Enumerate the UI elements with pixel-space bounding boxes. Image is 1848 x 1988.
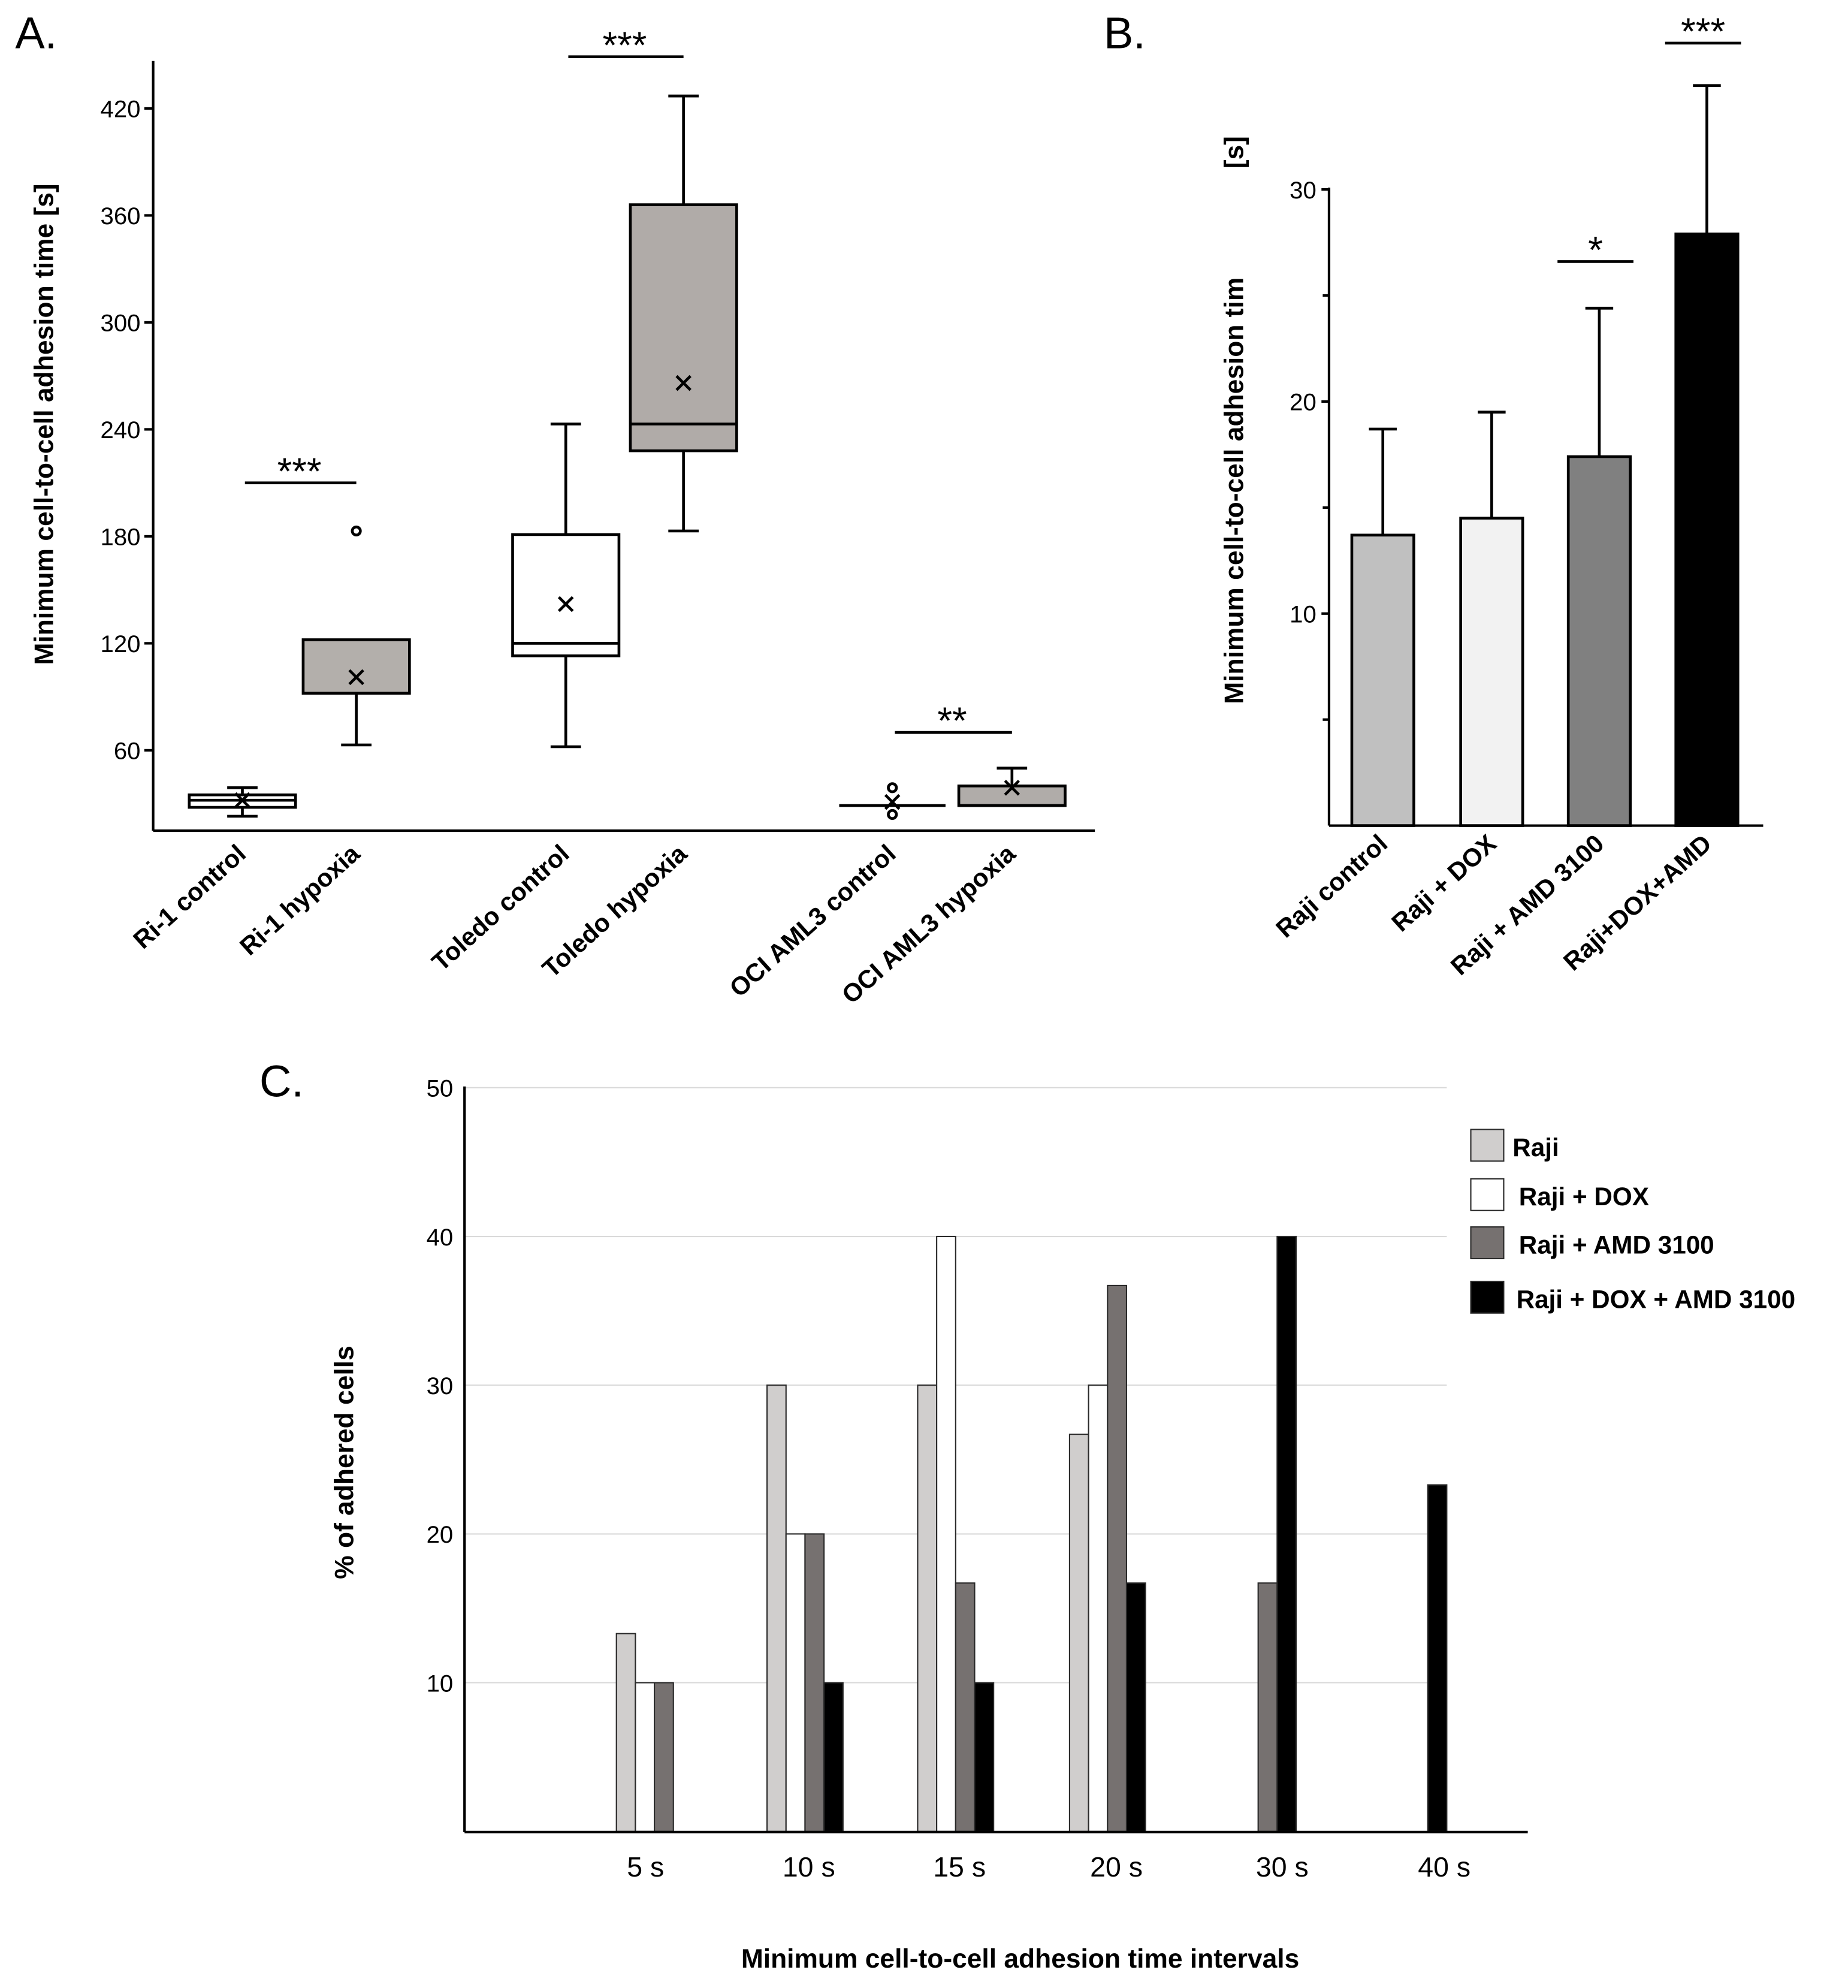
mean-marker — [1004, 780, 1020, 796]
bar-raji-dox-20-s — [1088, 1384, 1109, 1832]
legend-label: Raji — [1512, 1133, 1559, 1162]
box-iqr — [301, 638, 411, 695]
legend-label: Raji + AMD 3100 — [1519, 1231, 1714, 1259]
bar-raji-10-s — [766, 1384, 787, 1832]
significance-label: *** — [602, 25, 647, 67]
panel-c-y-axis-title: % of adhered cells — [330, 1346, 359, 1579]
legend-swatch — [1470, 1129, 1505, 1162]
box-iqr — [629, 203, 738, 452]
significance-label: * — [1588, 230, 1603, 271]
panel-c-letter: C. — [259, 1057, 304, 1106]
y-tick-label: 60 — [114, 738, 141, 765]
legend-item-raji: Raji — [1470, 1129, 1559, 1162]
bar-raji-dox-amd-3100-30-s — [1276, 1235, 1297, 1832]
bar-raji-dox-amd-3100-10-s — [823, 1682, 844, 1832]
significance-label: *** — [1681, 11, 1725, 53]
outlier-point — [887, 782, 898, 794]
mean-marker — [675, 375, 692, 391]
y-tick-label: 30 — [427, 1372, 454, 1399]
y-tick-label: 120 — [101, 631, 141, 657]
y-tick-label: 180 — [101, 524, 141, 551]
panel-c: C. % of adhered cells Minimum cell-to-ce… — [259, 1057, 1795, 1974]
bar-raji-amd-3100-30-s — [1257, 1582, 1278, 1832]
box-ri-1-control — [188, 786, 297, 818]
box-oci-aml3-hypoxia — [957, 767, 1067, 807]
bar-raji-dox-amd-3100-40-s — [1427, 1484, 1448, 1832]
legend-swatch — [1470, 1226, 1505, 1260]
mean-marker — [348, 669, 364, 686]
significance-label: *** — [277, 451, 322, 493]
bar-raji-dox-5-s — [635, 1682, 656, 1832]
bar-raji-5-s — [615, 1633, 636, 1832]
panel-c-marks: 5 s 10 s 15 s 20 s 30 s 40 s — [615, 1235, 1470, 1883]
legend-swatch — [1470, 1280, 1505, 1314]
bar-raji-dox-10-s — [785, 1533, 806, 1832]
x-category-label: 10 s — [783, 1851, 835, 1883]
legend-label: Raji + DOX + AMD 3100 — [1517, 1285, 1796, 1313]
mean-marker — [884, 794, 901, 810]
y-tick-label: 300 — [101, 310, 141, 337]
bar-raji-amd-3100-5-s — [654, 1682, 674, 1832]
bar-raji-20-s — [1068, 1434, 1089, 1832]
x-category-label: 5 s — [627, 1851, 664, 1883]
y-tick-label: 240 — [101, 417, 141, 444]
legend-item-raji-amd-3100: Raji + AMD 3100 — [1470, 1226, 1714, 1260]
panel-c-x-axis-title: Minimum cell-to-cell adhesion time inter… — [741, 1944, 1299, 1974]
box-toledo-control — [511, 423, 621, 749]
panel-b-y-axis-unit: [s] — [1219, 136, 1249, 168]
x-category-label: 20 s — [1090, 1851, 1143, 1883]
legend-swatch — [1470, 1178, 1505, 1211]
legend-label: Raji + DOX — [1519, 1182, 1649, 1211]
panel-b-letter: B. — [1104, 8, 1146, 58]
y-tick-label: 40 — [427, 1224, 454, 1251]
y-tick-label: 360 — [101, 203, 141, 230]
bar-raji-dox — [1459, 517, 1524, 827]
y-tick-label: 50 — [427, 1075, 454, 1102]
significance-label: ** — [937, 700, 967, 742]
y-tick-label: 10 — [427, 1670, 454, 1697]
panel-b: B. Minimum cell-to-cell adhesion tim [s]… — [1104, 8, 1764, 981]
outlier-point — [887, 809, 898, 820]
bar-raji-dox-amd-3100-20-s — [1125, 1582, 1146, 1832]
box-toledo-hypoxia — [629, 94, 738, 533]
y-tick-label: 420 — [101, 96, 141, 123]
bar-raji-dox-15-s — [936, 1235, 956, 1832]
panel-a-y-axis-title: Minimum cell-to-cell adhesion time [s] — [30, 183, 59, 665]
box-iqr — [957, 785, 1067, 807]
box-iqr — [511, 533, 621, 657]
y-tick-label: 30 — [1290, 177, 1316, 204]
y-tick-label: 10 — [1290, 601, 1316, 628]
bar-raji-15-s — [917, 1384, 938, 1832]
panel-a-letter: A. — [15, 8, 57, 58]
bar-raji-amd-3100-10-s — [804, 1533, 825, 1832]
mean-marker — [234, 792, 250, 809]
legend-item-raji-dox: Raji + DOX — [1470, 1178, 1649, 1211]
mean-marker — [557, 596, 574, 613]
x-category-label: 40 s — [1418, 1851, 1470, 1883]
panel-c-legend: Raji Raji + DOX Raji + AMD 3100 Raji + DOX … — [1470, 1129, 1796, 1314]
x-category-label: 30 s — [1256, 1851, 1309, 1883]
bar-raji-amd-3100-15-s — [955, 1582, 976, 1832]
bar-raji-amd-3100 — [1566, 455, 1632, 827]
bar-raji-control — [1350, 533, 1415, 827]
legend-item-raji-dox-amd-3100: Raji + DOX + AMD 3100 — [1470, 1280, 1796, 1314]
x-category-label: 15 s — [933, 1851, 986, 1883]
box-oci-aml3-control — [839, 782, 946, 820]
bar-raji-dox-amd-3100-15-s — [974, 1682, 995, 1832]
y-tick-label: 20 — [427, 1521, 454, 1548]
outlier-point — [351, 525, 362, 537]
y-tick-label: 20 — [1290, 389, 1316, 416]
panel-b-y-axis-title: Minimum cell-to-cell adhesion tim — [1219, 277, 1249, 704]
bar-raji-dox-amd — [1674, 233, 1740, 827]
bar-raji-amd-3100-20-s — [1107, 1284, 1128, 1832]
box-ri-1-hypoxia — [301, 525, 411, 747]
